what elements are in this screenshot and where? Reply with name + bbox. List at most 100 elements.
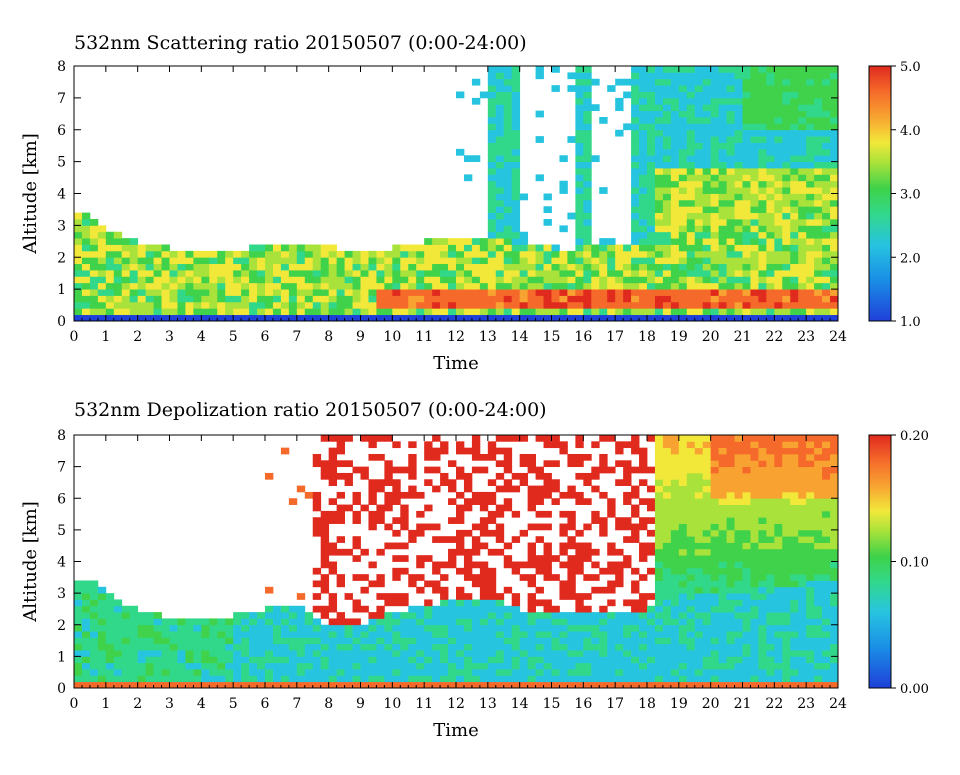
heatmap-cell (790, 123, 799, 131)
heatmap-cell (535, 650, 544, 657)
heatmap-cell (495, 78, 505, 86)
heatmap-cell (113, 263, 123, 271)
heatmap-cell (288, 282, 298, 290)
heatmap-cell (782, 206, 791, 214)
heatmap-cell (583, 574, 592, 581)
heatmap-cell (169, 295, 178, 303)
heatmap-cell (456, 504, 465, 512)
heatmap-cell (710, 85, 720, 92)
heatmap-cell (647, 174, 656, 182)
heatmap-cell (416, 308, 425, 316)
heatmap-cell (670, 257, 680, 265)
heatmap-cell (702, 599, 712, 607)
heatmap-cell (631, 193, 640, 201)
x-tick-label: 14 (511, 329, 529, 345)
heatmap-cell (702, 129, 712, 137)
heatmap-cell (694, 580, 704, 588)
heatmap-cell (527, 605, 536, 613)
heatmap-cell (535, 472, 544, 480)
heatmap-cell (527, 244, 536, 252)
heatmap-cell (161, 270, 170, 277)
heatmap-cell (320, 460, 330, 468)
heatmap-cell (384, 675, 393, 683)
heatmap-cell (320, 555, 330, 562)
heatmap-cell (336, 257, 345, 265)
heatmap-cell (686, 435, 696, 442)
heatmap-cell (710, 605, 720, 613)
heatmap-cell (105, 675, 115, 683)
heatmap-cell (408, 574, 417, 581)
heatmap-cell (463, 485, 473, 493)
heatmap-cell (360, 624, 369, 632)
heatmap-cell (782, 631, 791, 638)
heatmap-cell (408, 460, 417, 468)
heatmap-cell (790, 225, 799, 233)
heatmap-cell (336, 276, 345, 284)
heatmap-cell (647, 618, 656, 626)
heatmap-cell (662, 498, 672, 505)
heatmap-cell (511, 193, 521, 201)
heatmap-cell (798, 110, 807, 118)
heatmap-cell (193, 624, 202, 632)
heatmap-cell (575, 66, 584, 73)
heatmap-cell (408, 605, 417, 613)
heatmap-cell (591, 681, 600, 689)
heatmap-cell (129, 314, 139, 322)
heatmap-cell (718, 155, 727, 163)
heatmap-cell (718, 314, 727, 322)
heatmap-cell (416, 618, 425, 626)
heatmap-cell (344, 504, 353, 512)
heatmap-cell (654, 148, 664, 156)
heatmap-cell (686, 567, 696, 575)
heatmap-cell (511, 435, 521, 442)
heatmap-cell (639, 78, 648, 86)
heatmap-cell (503, 542, 513, 550)
heatmap-cell (535, 174, 544, 182)
heatmap-cell (686, 555, 696, 562)
heatmap-cell (758, 624, 767, 632)
heatmap-cell (822, 199, 831, 207)
heatmap-cell (249, 669, 258, 676)
heatmap-cell (209, 631, 218, 638)
heatmap-cell (392, 669, 401, 676)
heatmap-cell (830, 225, 839, 233)
heatmap-cell (384, 504, 393, 512)
heatmap-cell (97, 618, 107, 626)
heatmap-cell (814, 104, 823, 112)
heatmap-cell (567, 555, 576, 562)
heatmap-cell (742, 466, 751, 474)
heatmap-cell (654, 206, 664, 214)
heatmap-cell (718, 656, 727, 664)
heatmap-cell (463, 314, 473, 322)
heatmap-cell (201, 314, 210, 322)
heatmap-cell (718, 199, 727, 207)
heatmap-cell (710, 308, 720, 316)
heatmap-cell (487, 199, 497, 207)
heatmap-cell (551, 618, 560, 626)
heatmap-cell (105, 637, 115, 645)
heatmap-cell (233, 263, 242, 271)
heatmap-cell (790, 656, 799, 664)
heatmap-cell (726, 580, 735, 588)
heatmap-cell (535, 136, 544, 143)
heatmap-cell (519, 612, 529, 619)
heatmap-cell (654, 270, 664, 277)
heatmap-cell (360, 548, 369, 556)
heatmap-cell (368, 289, 377, 296)
heatmap-cell (798, 605, 807, 613)
heatmap-cell (511, 536, 521, 543)
heatmap-cell (543, 301, 552, 309)
heatmap-cell (814, 593, 823, 600)
heatmap-cell (440, 612, 449, 619)
heatmap-cell (631, 174, 640, 182)
heatmap-cell (702, 593, 712, 600)
heatmap-cell (320, 244, 330, 252)
heatmap-cell (774, 479, 783, 486)
heatmap-cell (89, 593, 99, 600)
heatmap-cell (607, 586, 616, 594)
heatmap-cell (790, 618, 799, 626)
heatmap-cell (511, 250, 521, 258)
heatmap-cell (678, 295, 688, 303)
heatmap-cell (265, 637, 274, 645)
heatmap-cell (766, 529, 775, 537)
